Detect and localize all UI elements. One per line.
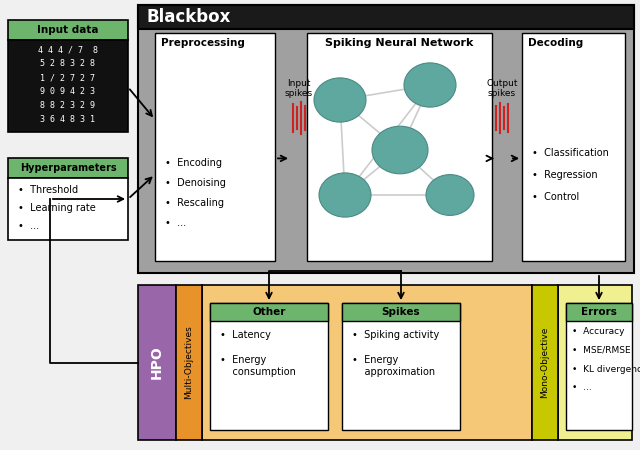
Text: •  Classification: • Classification [532,148,609,158]
Ellipse shape [372,126,428,174]
Text: •  ...: • ... [572,383,592,392]
Bar [522,33,625,261]
Bar [155,33,275,261]
Bar [558,285,632,440]
Text: •  Latency: • Latency [220,330,271,340]
Text: Errors: Errors [581,307,617,317]
Bar [342,303,460,430]
Ellipse shape [314,78,366,122]
Bar [138,5,634,29]
Text: Input data: Input data [37,25,99,35]
Text: Hyperparameters: Hyperparameters [20,163,116,173]
Text: •  Accuracy: • Accuracy [572,327,625,336]
Text: 3 6 4 8 3 1: 3 6 4 8 3 1 [40,116,95,125]
Bar [307,33,492,261]
Text: •  Spiking activity: • Spiking activity [352,330,439,340]
Bar [566,303,632,321]
Bar [138,285,176,440]
Text: 5 2 8 3 2 8: 5 2 8 3 2 8 [40,59,95,68]
Bar [532,285,558,440]
Text: •  Regression: • Regression [532,170,598,180]
Bar [8,158,128,178]
Text: Output
spikes: Output spikes [486,79,518,98]
Text: •  Energy
    approximation: • Energy approximation [352,355,435,377]
Text: Spiking Neural Network: Spiking Neural Network [325,38,474,48]
Text: Blackbox: Blackbox [146,8,230,26]
Text: •  MSE/RMSE: • MSE/RMSE [572,346,630,355]
Text: Decoding: Decoding [528,38,583,48]
Bar [202,285,532,440]
Text: •  ...: • ... [165,218,186,228]
Text: •  Encoding: • Encoding [165,158,222,168]
Bar [8,40,128,132]
Bar [210,303,328,321]
Text: 1 / 2 7 2 7: 1 / 2 7 2 7 [40,73,95,82]
Text: Input
spikes: Input spikes [285,79,313,98]
Ellipse shape [319,173,371,217]
Text: 8 8 2 3 2 9: 8 8 2 3 2 9 [40,102,95,111]
Text: •  Rescaling: • Rescaling [165,198,224,208]
Text: 9 0 9 4 2 3: 9 0 9 4 2 3 [40,87,95,96]
Text: Mono-Objective: Mono-Objective [541,327,550,398]
Text: HPO: HPO [150,346,164,379]
Text: 4 4 4 / 7  8: 4 4 4 / 7 8 [38,45,98,54]
Bar [342,303,460,321]
Text: •  Energy
    consumption: • Energy consumption [220,355,296,377]
Bar [210,303,328,430]
Text: •  Denoising: • Denoising [165,178,226,188]
Bar [566,303,632,430]
Text: Other: Other [252,307,285,317]
Text: Multi-Objectives: Multi-Objectives [184,326,193,400]
Bar [138,5,634,273]
Ellipse shape [426,175,474,216]
Bar [176,285,202,440]
Text: •  ...: • ... [18,221,39,231]
Text: Preprocessing: Preprocessing [161,38,245,48]
Bar [8,20,128,40]
Text: •  Learning rate: • Learning rate [18,203,96,213]
Text: •  Threshold: • Threshold [18,185,78,195]
Ellipse shape [404,63,456,107]
Text: •  Control: • Control [532,192,579,202]
Text: •  KL divergence: • KL divergence [572,364,640,373]
Text: Spikes: Spikes [381,307,420,317]
Bar [8,178,128,240]
